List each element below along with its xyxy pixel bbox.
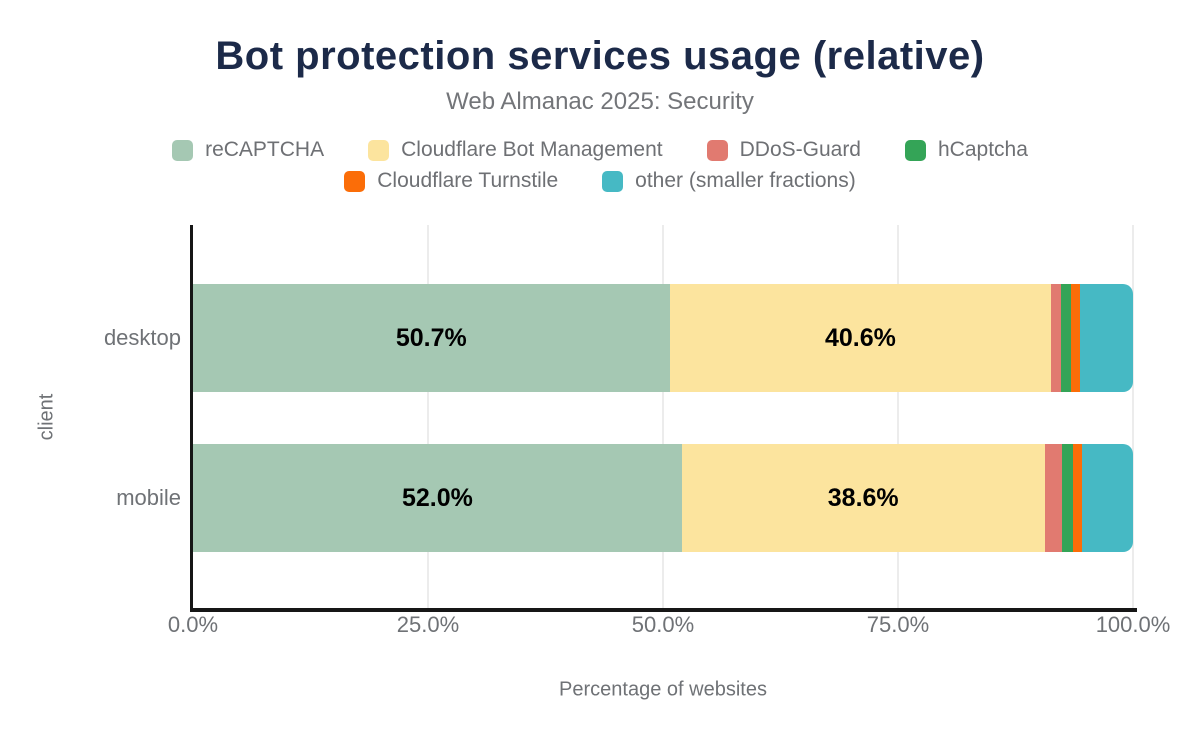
y-tick-label-mobile: mobile [116,485,181,510]
legend-label: DDoS-Guard [739,138,861,161]
legend-label: Cloudflare Turnstile [377,169,559,192]
gridline [662,225,664,608]
legend-swatch-icon [706,139,728,161]
gridline [897,225,899,608]
bar-segment-other-smaller-fractions [1082,444,1133,552]
bar-desktop: 50.7% 40.6% [193,284,1133,392]
bar-segment-hcaptcha [1060,284,1071,392]
legend-swatch-icon [172,139,194,161]
bar-segment-value-label: 38.6% [827,483,899,512]
plot-area: 50.7% 40.6% 52.0% 38.6% [190,225,1137,612]
x-tick-label: 25.0% [396,612,460,637]
x-tick-label: 50.0% [631,612,695,637]
chart-subtitle: Web Almanac 2025: Security [446,88,754,115]
bar-segment-recaptcha: 50.7% [193,284,670,392]
legend-label: Cloudflare Bot Management [401,138,663,161]
legend-row: reCAPTCHA Cloudflare Bot Management DDoS-G… [172,138,1028,162]
bar-segment-cloudflare-bot-management: 40.6% [669,284,1052,392]
y-axis-line [190,225,193,608]
y-tick-label-desktop: desktop [103,325,181,350]
legend-item-hcaptcha[interactable]: hCaptcha [905,138,1028,162]
bar-segment-value-label: 40.6% [824,323,896,352]
legend-item-ddos-guard[interactable]: DDoS-Guard [706,138,861,162]
legend-label: hCaptcha [938,138,1028,161]
gridline [1132,225,1134,608]
bar-segment-value-label: 52.0% [401,483,473,512]
legend-item-recaptcha[interactable]: reCAPTCHA [172,138,324,162]
gridline [427,225,429,608]
bar-segment-cloudflare-bot-management: 38.6% [681,444,1045,552]
legend-item-other-smaller-fractions[interactable]: other (smaller fractions) [602,169,856,193]
bar-segment-other-smaller-fractions [1080,284,1133,392]
bar-segment-recaptcha: 52.0% [193,444,682,552]
x-tick-label: 75.0% [866,612,930,637]
x-axis-title: Percentage of websites [559,678,767,701]
bar-segment-cloudflare-turnstile [1072,444,1083,552]
legend-label: reCAPTCHA [205,138,325,161]
legend-label: other (smaller fractions) [635,169,856,192]
y-axis-title: client [35,393,58,441]
x-axis-line [190,608,1137,612]
chart-title: Bot protection services usage (relative) [215,34,985,78]
legend-swatch-icon [368,139,390,161]
bar-segment-ddos-guard [1044,444,1063,552]
legend: reCAPTCHA Cloudflare Bot Management DDoS-G… [0,138,1200,193]
legend-item-cloudflare-bot-management[interactable]: Cloudflare Bot Management [368,138,663,162]
legend-swatch-icon [905,139,926,161]
x-tick-label: 0.0% [167,612,219,637]
legend-swatch-icon [344,170,366,192]
x-tick-label: 100.0% [1095,612,1171,637]
legend-row: Cloudflare Turnstile other (smaller fract… [344,169,856,193]
bar-mobile: 52.0% 38.6% [193,444,1133,552]
bar-segment-hcaptcha [1062,444,1073,552]
legend-swatch-icon [602,170,624,192]
bar-segment-value-label: 50.7% [395,323,467,352]
bar-segment-cloudflare-turnstile [1070,284,1081,392]
bar-segment-ddos-guard [1051,284,1061,392]
legend-item-cloudflare-turnstile[interactable]: Cloudflare Turnstile [344,169,558,193]
